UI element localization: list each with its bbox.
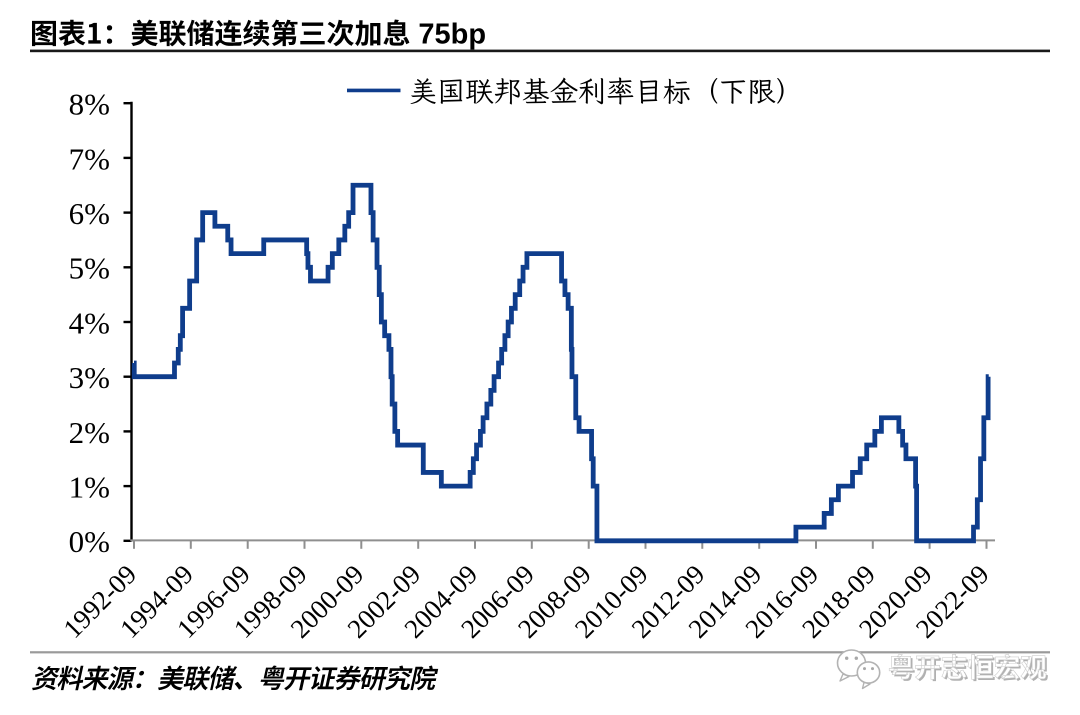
svg-text:75bp: 75bp [418, 19, 486, 51]
svg-text:4%: 4% [69, 305, 110, 340]
svg-text:5%: 5% [69, 251, 110, 286]
svg-text:7%: 7% [69, 141, 110, 176]
svg-text:6%: 6% [69, 196, 110, 231]
svg-text:0%: 0% [69, 524, 110, 559]
svg-text:8%: 8% [69, 87, 110, 122]
svg-text:1%: 1% [69, 470, 110, 505]
svg-text:2%: 2% [69, 415, 110, 450]
svg-text:3%: 3% [69, 360, 110, 395]
